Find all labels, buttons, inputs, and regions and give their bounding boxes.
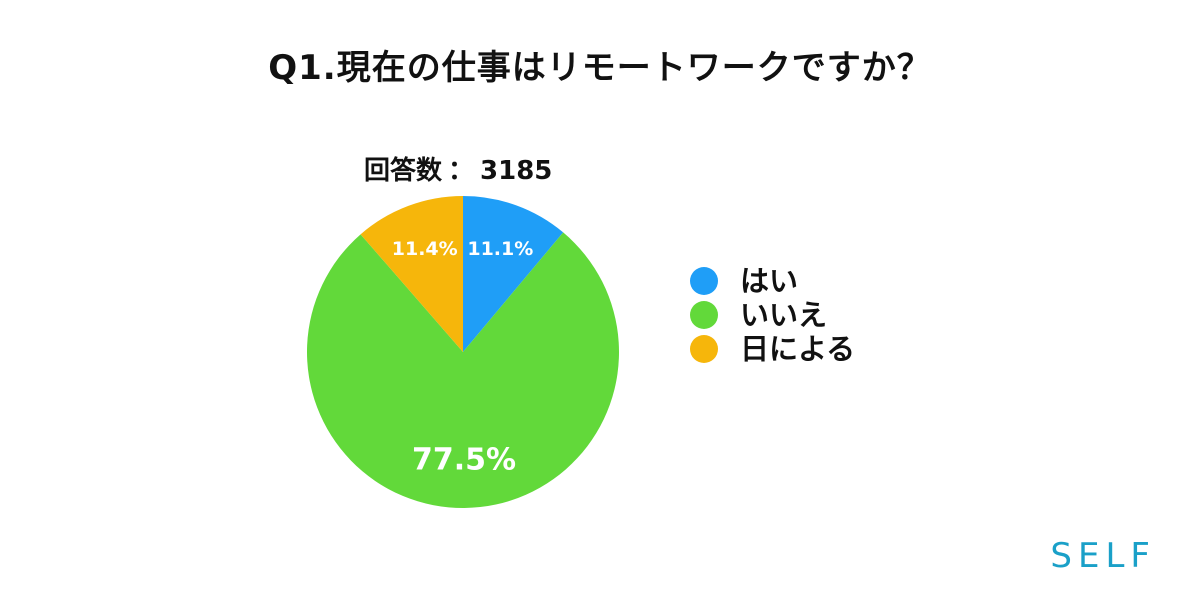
- response-count-value: 3185: [480, 156, 553, 186]
- self-logo: SELF: [1050, 536, 1156, 576]
- pie-slice-depends: [360, 196, 463, 352]
- chart-legend: はい いいえ 日による: [690, 264, 855, 366]
- legend-label-no: いいえ: [740, 298, 828, 332]
- response-count-label: 回答数: [364, 156, 443, 186]
- pie-slices: [306, 196, 619, 508]
- response-count: 回答数： 3185: [364, 150, 552, 187]
- pie-labels: 11.1% 77.5% 11.4%: [392, 238, 534, 478]
- legend-label-depends: 日による: [740, 332, 856, 366]
- slice-label-no: 77.5%: [412, 443, 516, 478]
- pie-slice-yes: [463, 196, 564, 352]
- legend-dot-no: [690, 301, 718, 329]
- response-count-separator: ：: [448, 156, 475, 186]
- legend-item-yes: はい: [690, 264, 855, 298]
- legend-item-no: いいえ: [690, 298, 855, 332]
- slice-label-yes: 11.1%: [467, 238, 533, 260]
- legend-dot-depends: [690, 335, 718, 363]
- pie-slice-no: [306, 232, 619, 508]
- legend-dot-yes: [690, 267, 718, 295]
- slice-label-depends: 11.4%: [392, 238, 458, 260]
- legend-label-yes: はい: [740, 264, 799, 298]
- chart-title: Q1.現在の仕事はリモートワークですか？: [268, 48, 932, 88]
- legend-item-depends: 日による: [690, 332, 855, 366]
